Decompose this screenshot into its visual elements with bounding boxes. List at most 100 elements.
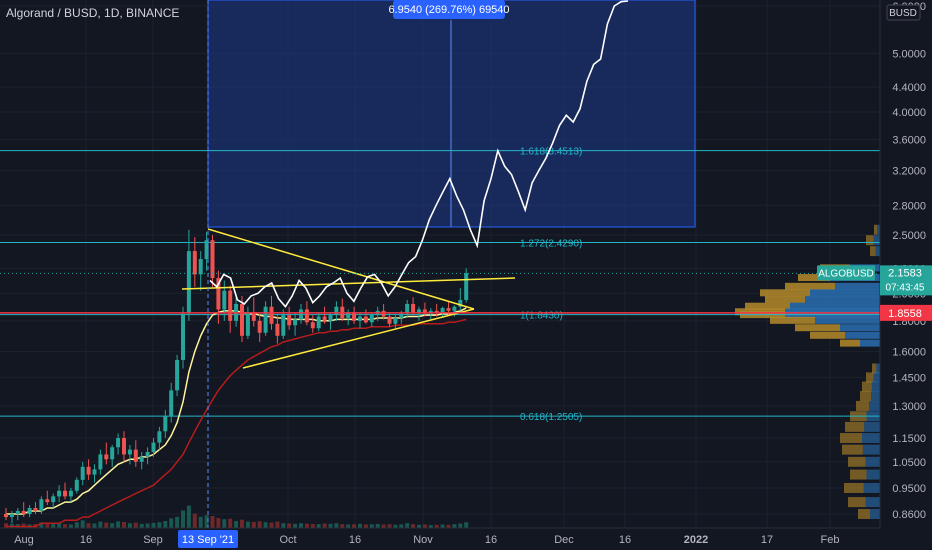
vp-visible-down xyxy=(860,391,871,402)
vp-visible-down xyxy=(872,363,877,374)
candle-body xyxy=(192,251,197,275)
triangle-pattern[interactable] xyxy=(181,228,516,369)
volume-bar xyxy=(92,523,97,528)
red-level-tag xyxy=(880,304,932,321)
vp-row-down xyxy=(798,274,830,282)
vp-row-up xyxy=(835,282,880,290)
time-axis[interactable]: Aug 16 Sep 13 Sep '21 Oct 16 Nov 16 Dec 16 2022 17 F… xyxy=(0,527,932,550)
vp-visible-down xyxy=(850,469,867,480)
volume-bar xyxy=(245,521,250,528)
volume-bar xyxy=(163,520,168,528)
candle-body xyxy=(316,316,321,329)
volume-bar xyxy=(381,524,386,528)
candle-body xyxy=(133,449,138,462)
volume-bar xyxy=(145,523,150,528)
candle-body xyxy=(198,259,203,275)
candle-body xyxy=(257,320,262,333)
price-tick: 1.6000 xyxy=(892,347,926,359)
moving-average-slow xyxy=(6,318,467,528)
volume-bar xyxy=(393,524,398,528)
grid xyxy=(0,0,880,528)
volume-bar xyxy=(340,524,345,528)
time-tick: Feb xyxy=(821,534,840,546)
candle-body xyxy=(328,315,333,321)
candle-body xyxy=(304,309,309,323)
candle-body xyxy=(21,510,26,514)
candle-body xyxy=(186,251,191,314)
candle-body xyxy=(51,496,56,503)
candle-body xyxy=(33,507,38,511)
candle-body xyxy=(352,312,357,321)
volume-bar xyxy=(222,519,227,528)
candle-body xyxy=(122,438,126,455)
candle-body xyxy=(57,490,62,497)
volume-bar xyxy=(369,524,374,528)
volume-bar xyxy=(263,522,268,528)
vp-visible-down xyxy=(840,433,862,444)
volume-bar xyxy=(192,513,197,528)
volume-bar xyxy=(452,524,457,528)
time-tick: Oct xyxy=(279,534,296,546)
volume-bar xyxy=(169,518,174,528)
vp-visible-up xyxy=(869,400,880,411)
candle-body xyxy=(27,507,32,514)
triangle-upper-resistance[interactable] xyxy=(181,277,516,290)
volume-bar xyxy=(57,522,62,528)
volume-bar xyxy=(104,522,109,528)
triangle-descending-line[interactable] xyxy=(207,228,475,310)
candle-body xyxy=(464,273,469,300)
candle-body xyxy=(86,466,91,475)
fib-levels[interactable]: 1.618(3.4513) 1.272(2.4290) 1(1.8430) 0.618… xyxy=(0,147,880,423)
volume-bar xyxy=(399,524,404,528)
vp-visible-down xyxy=(862,381,872,392)
vp-visible-up xyxy=(871,391,880,402)
candle-body xyxy=(98,454,103,470)
volume-bar xyxy=(157,522,162,528)
candle-body xyxy=(74,479,79,491)
volume-bar xyxy=(428,525,433,528)
volume-bar xyxy=(110,523,115,528)
vp-row-down xyxy=(770,316,815,324)
candle-body xyxy=(446,308,451,311)
volume-bar xyxy=(316,524,321,528)
volume-bar xyxy=(293,523,298,528)
volume-bar xyxy=(198,516,203,528)
currency-badge[interactable] xyxy=(886,4,921,21)
candle-body xyxy=(15,510,20,514)
candle-body xyxy=(204,240,209,260)
candle-body xyxy=(169,390,174,417)
triangle-ascending-line[interactable] xyxy=(242,308,475,369)
price-axis[interactable]: 6.00005.00004.40004.00003.60003.20002.80… xyxy=(817,0,932,550)
vp-visible-up xyxy=(865,456,880,467)
volume-bar xyxy=(328,523,333,528)
fib-label-1: 1(1.8430) xyxy=(520,311,563,322)
candle-body xyxy=(92,469,97,475)
vp-row-down xyxy=(795,324,840,332)
price-tick: 2.8000 xyxy=(892,200,926,212)
vp-visible-up xyxy=(873,372,880,383)
time-tick: 17 xyxy=(761,534,773,546)
price-tick: 3.6000 xyxy=(892,135,926,147)
volume-bar xyxy=(210,516,215,528)
candle-body xyxy=(358,316,362,321)
volume-bar xyxy=(310,524,315,528)
price-tick: 3.2000 xyxy=(892,165,926,177)
candle-body xyxy=(275,323,280,336)
candle-body xyxy=(63,490,67,497)
volume-bar xyxy=(358,523,362,528)
vp-visible-up xyxy=(863,482,880,493)
candle-body xyxy=(381,310,386,317)
bars-pattern-projection[interactable] xyxy=(209,0,629,309)
candle-body xyxy=(139,456,144,462)
price-tick: 2.5000 xyxy=(892,230,926,242)
candle-body xyxy=(452,306,457,311)
vp-visible-down xyxy=(844,482,864,493)
vp-row-up xyxy=(815,316,880,324)
volume-bar xyxy=(287,523,292,528)
candle-body xyxy=(80,466,85,480)
vp-row-down xyxy=(810,331,845,339)
fib-label-1.272: 1.272(2.4290) xyxy=(520,238,582,249)
volume-bar xyxy=(45,523,50,528)
volume-bar xyxy=(234,520,239,528)
